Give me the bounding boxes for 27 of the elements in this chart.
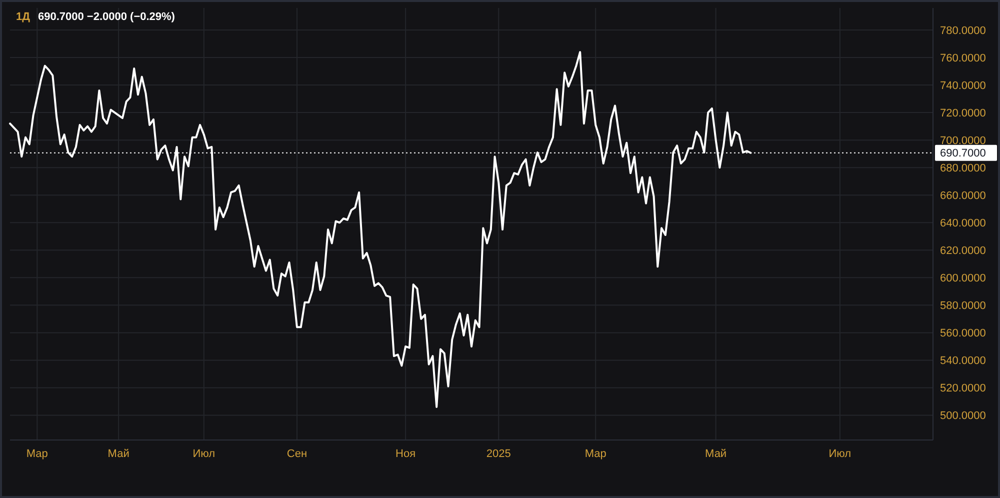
x-tick-label: Ноя — [396, 448, 416, 460]
y-tick-label: 680.0000 — [940, 162, 986, 174]
x-tick-label: Сен — [286, 448, 308, 460]
y-tick-label: 780.0000 — [940, 24, 986, 37]
y-tick-label: 720.0000 — [940, 107, 986, 120]
x-tick-label: Май — [705, 448, 727, 460]
y-tick-label: 640.0000 — [940, 217, 986, 230]
y-tick-label: 600.0000 — [940, 272, 986, 285]
ref-line-label: 690.7000 — [940, 148, 986, 160]
x-tick-label: Мар — [26, 448, 48, 460]
y-tick-label: 620.0000 — [940, 244, 986, 257]
y-tick-label: 760.0000 — [940, 52, 986, 64]
y-tick-label: 740.0000 — [940, 80, 986, 92]
x-tick-label: Мар — [584, 448, 606, 460]
x-tick-label: Май — [108, 448, 130, 460]
y-tick-label: 580.0000 — [940, 300, 986, 312]
chart-title: 1Д — [16, 11, 30, 23]
chart-subtitle: 690.7000 −2.0000 (−0.29%) — [38, 11, 176, 23]
x-tick-label: Июл — [828, 448, 852, 460]
y-tick-label: 700.0000 — [940, 134, 986, 147]
y-tick-label: 540.0000 — [940, 355, 986, 368]
x-tick-label: Июл — [192, 448, 216, 460]
y-tick-label: 500.0000 — [940, 410, 986, 422]
y-tick-label: 660.0000 — [940, 190, 986, 202]
x-tick-label: 2025 — [486, 448, 511, 460]
y-tick-label: 520.0000 — [940, 382, 986, 395]
y-tick-label: 560.0000 — [940, 328, 986, 340]
